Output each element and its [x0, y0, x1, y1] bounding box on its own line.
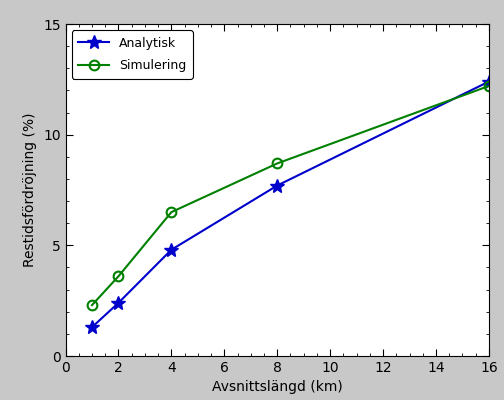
Simulering [168, 210, 174, 214]
X-axis label: Avsnittslängd (km): Avsnittslängd (km) [212, 380, 343, 394]
Line: Analytisk: Analytisk [85, 75, 496, 334]
Simulering [486, 84, 492, 88]
Line: Simulering: Simulering [87, 81, 494, 310]
Legend: Analytisk, Simulering: Analytisk, Simulering [72, 30, 193, 79]
Y-axis label: Restidsfördröjning (%): Restidsfördröjning (%) [24, 113, 37, 267]
Analytisk [274, 183, 280, 188]
Simulering [274, 161, 280, 166]
Analytisk [89, 325, 95, 330]
Simulering [115, 274, 121, 279]
Simulering [89, 303, 95, 308]
Analytisk [486, 79, 492, 84]
Analytisk [115, 300, 121, 305]
Analytisk [168, 247, 174, 252]
